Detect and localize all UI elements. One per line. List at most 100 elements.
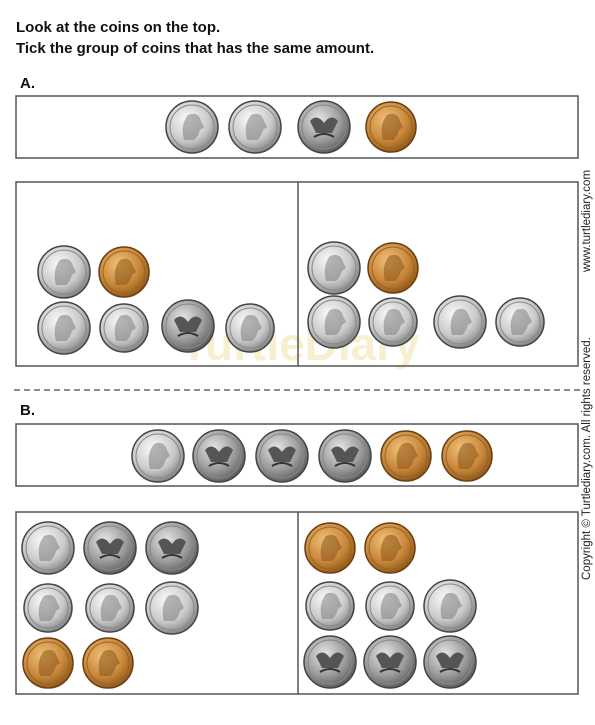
profile <box>38 649 60 676</box>
profile <box>510 308 532 335</box>
coin-nickel <box>307 295 361 349</box>
options-box <box>15 511 579 695</box>
coin-quarter <box>83 521 137 575</box>
profile <box>324 254 346 281</box>
eagle <box>376 652 404 668</box>
eagle <box>316 652 344 668</box>
profile <box>148 442 170 469</box>
profile <box>383 254 405 281</box>
profile <box>450 308 472 335</box>
branch <box>334 462 356 467</box>
coin-rim <box>437 299 483 345</box>
coin-rim <box>311 299 357 345</box>
profile <box>324 308 346 335</box>
profile <box>38 534 60 561</box>
coin-rim <box>25 525 71 571</box>
coin-rim <box>499 301 541 343</box>
eagle <box>436 652 464 668</box>
profile <box>320 592 342 619</box>
coin-quarter <box>161 299 215 353</box>
profile <box>440 592 462 619</box>
coin-rim <box>27 587 69 629</box>
coin-dime <box>225 303 275 353</box>
coin-dime <box>85 583 135 633</box>
website: www.turtlediary.com <box>581 170 593 273</box>
coin-rim <box>89 587 131 629</box>
coin-dime <box>365 581 415 631</box>
profile <box>54 314 76 341</box>
branch <box>271 462 293 467</box>
coin-rim <box>369 105 413 149</box>
coin-penny <box>22 637 74 689</box>
eagle <box>205 446 233 462</box>
eagle <box>310 117 338 133</box>
branch <box>208 462 230 467</box>
coin-dime <box>495 297 545 347</box>
profile <box>162 594 184 621</box>
coin-rim <box>371 246 415 290</box>
coin-rim <box>229 307 271 349</box>
branch <box>177 332 199 337</box>
profile <box>38 594 60 621</box>
eagle <box>268 446 296 462</box>
coin-nickel <box>165 100 219 154</box>
coin-rim <box>165 303 211 349</box>
coin-rim <box>367 639 413 685</box>
profile <box>383 308 405 335</box>
question-label: B. <box>20 402 35 419</box>
profile <box>457 442 479 469</box>
profile <box>380 534 402 561</box>
coin-nickel <box>37 245 91 299</box>
coin-rim <box>308 526 352 570</box>
profile <box>396 442 418 469</box>
coin-rim <box>322 433 368 479</box>
coin-rim <box>103 307 145 349</box>
coin-rim <box>149 525 195 571</box>
branch <box>161 554 183 559</box>
coin-rim <box>372 301 414 343</box>
coin-dime <box>23 583 73 633</box>
coin-penny <box>364 522 416 574</box>
coin-penny <box>82 637 134 689</box>
eagle <box>158 538 186 554</box>
coin-dime <box>368 297 418 347</box>
coin-rim <box>309 585 351 627</box>
options-box <box>15 181 579 367</box>
profile <box>100 594 122 621</box>
coin-quarter <box>255 429 309 483</box>
coin-dime <box>305 581 355 631</box>
instruction: Tick the group of coins that has the sam… <box>16 40 374 57</box>
coin-rim <box>87 525 133 571</box>
profile <box>381 113 403 140</box>
eagle <box>96 538 124 554</box>
coin-penny <box>98 246 150 298</box>
coin-nickel <box>433 295 487 349</box>
coin-quarter <box>423 635 477 689</box>
coin-rim <box>301 104 347 150</box>
coin-rim <box>311 245 357 291</box>
coin-rim <box>196 433 242 479</box>
target-box <box>15 95 579 159</box>
coin-quarter <box>303 635 357 689</box>
profile <box>240 314 262 341</box>
instruction: Look at the coins on the top. <box>16 19 220 36</box>
coin-rim <box>384 434 428 478</box>
eagle <box>174 316 202 332</box>
coin-rim <box>232 104 278 150</box>
branch <box>319 668 341 673</box>
coin-rim <box>135 433 181 479</box>
coin-rim <box>26 641 70 685</box>
coin-nickel <box>423 579 477 633</box>
coin-rim <box>307 639 353 685</box>
coin-nickel <box>228 100 282 154</box>
profile <box>54 258 76 285</box>
question-label: A. <box>20 75 35 92</box>
coin-quarter <box>145 521 199 575</box>
coin-rim <box>41 249 87 295</box>
coin-dime <box>99 303 149 353</box>
profile <box>114 314 136 341</box>
profile <box>182 113 204 140</box>
profile <box>245 113 267 140</box>
branch <box>313 133 335 138</box>
